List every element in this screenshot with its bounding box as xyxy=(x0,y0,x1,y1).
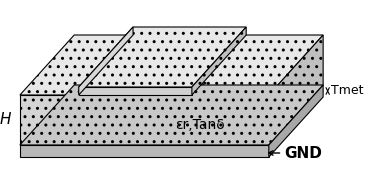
Text: GND: GND xyxy=(284,146,322,160)
Polygon shape xyxy=(79,87,192,95)
Polygon shape xyxy=(79,27,246,87)
Text: H: H xyxy=(0,112,11,128)
Polygon shape xyxy=(20,35,323,95)
Text: L: L xyxy=(142,52,150,68)
Text: W: W xyxy=(146,66,161,81)
Polygon shape xyxy=(20,85,323,145)
Polygon shape xyxy=(269,85,323,157)
Polygon shape xyxy=(192,27,246,95)
Polygon shape xyxy=(20,95,269,145)
Polygon shape xyxy=(269,35,323,145)
Polygon shape xyxy=(20,145,269,157)
Text: εr,Tanδ: εr,Tanδ xyxy=(175,118,225,132)
Text: Tmet: Tmet xyxy=(331,84,364,98)
Polygon shape xyxy=(79,27,133,95)
